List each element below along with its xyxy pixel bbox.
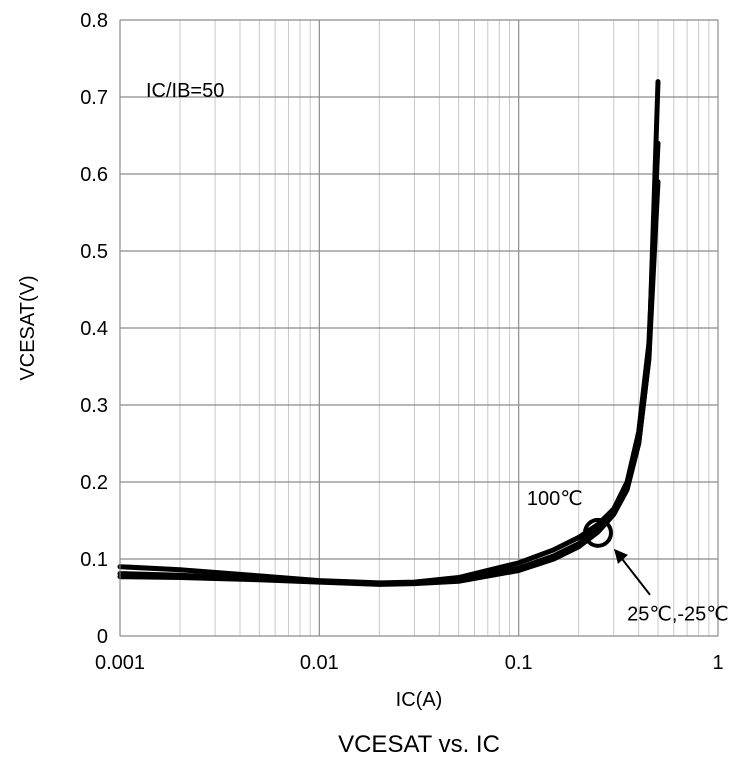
x-tick-label: 0.01 xyxy=(300,652,339,674)
arrow-head xyxy=(613,548,628,564)
y-tick-label: 0.1 xyxy=(80,549,108,571)
series-line-3 xyxy=(117,179,661,587)
x-tick-label: 0.1 xyxy=(505,652,533,674)
y-tick-labels: 0 0.1 0.2 0.3 0.4 0.5 0.6 0.7 0.8 xyxy=(80,10,108,648)
x-tick-label: 1 xyxy=(712,652,723,674)
annotation-label: 25℃,-25℃ xyxy=(627,604,729,626)
arrow-line xyxy=(621,558,651,596)
plot-frame xyxy=(119,19,719,637)
marker-circle xyxy=(582,517,613,548)
series-layer xyxy=(117,79,661,587)
y-tick-label: 0.5 xyxy=(80,241,108,263)
markers xyxy=(582,517,651,596)
chart-title: VCESAT vs. IC xyxy=(338,731,500,758)
y-tick-label: 0.8 xyxy=(80,10,108,32)
y-tick-label: 0.7 xyxy=(80,87,108,109)
grid-major xyxy=(119,19,719,637)
y-axis-label: VCESAT(V) xyxy=(17,275,39,380)
y-tick-label: 0.4 xyxy=(80,318,108,340)
x-tick-label: 0.001 xyxy=(95,652,145,674)
x-tick-labels: 0.001 0.01 0.1 1 xyxy=(95,652,724,674)
annotation-label: IC/IB=50 xyxy=(146,80,224,102)
y-tick-label: 0.2 xyxy=(80,472,108,494)
y-tick-label: 0.6 xyxy=(80,164,108,186)
annotations: IC/IB=50 100℃ 25℃,-25℃ xyxy=(146,80,729,626)
series-line-2 xyxy=(117,140,661,587)
y-tick-label: 0.3 xyxy=(80,395,108,417)
y-tick-label: 0 xyxy=(97,626,108,648)
x-axis-label: IC(A) xyxy=(396,689,443,711)
annotation-label: 100℃ xyxy=(527,488,583,510)
